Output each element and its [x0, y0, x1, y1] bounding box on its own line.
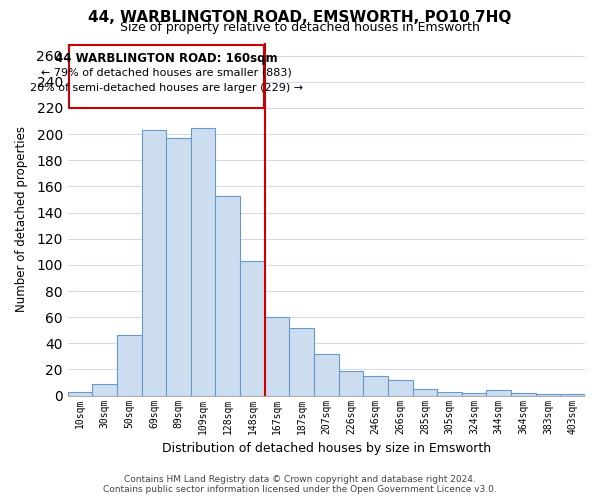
Bar	[68, 392, 92, 396]
Text: 44, WARBLINGTON ROAD, EMSWORTH, PO10 7HQ: 44, WARBLINGTON ROAD, EMSWORTH, PO10 7HQ	[88, 10, 512, 25]
Bar	[363, 376, 388, 396]
Bar	[560, 394, 585, 396]
Bar	[265, 317, 289, 396]
Bar	[191, 128, 215, 396]
Text: Size of property relative to detached houses in Emsworth: Size of property relative to detached ho…	[120, 21, 480, 34]
Bar	[142, 130, 166, 396]
Bar	[289, 328, 314, 396]
Bar	[166, 138, 191, 396]
Bar	[413, 389, 437, 396]
Bar	[314, 354, 338, 396]
Bar	[240, 261, 265, 396]
Bar	[69, 45, 263, 108]
X-axis label: Distribution of detached houses by size in Emsworth: Distribution of detached houses by size …	[162, 442, 491, 455]
Bar	[92, 384, 117, 396]
Bar	[338, 371, 363, 396]
Bar	[511, 393, 536, 396]
Text: Contains HM Land Registry data © Crown copyright and database right 2024.
Contai: Contains HM Land Registry data © Crown c…	[103, 474, 497, 494]
Text: 20% of semi-detached houses are larger (229) →: 20% of semi-detached houses are larger (…	[29, 83, 303, 93]
Bar	[462, 393, 487, 396]
Bar	[215, 196, 240, 396]
Bar	[536, 394, 560, 396]
Text: ← 79% of detached houses are smaller (883): ← 79% of detached houses are smaller (88…	[41, 68, 292, 78]
Text: 44 WARBLINGTON ROAD: 160sqm: 44 WARBLINGTON ROAD: 160sqm	[55, 52, 278, 64]
Bar	[117, 336, 142, 396]
Bar	[487, 390, 511, 396]
Bar	[437, 392, 462, 396]
Y-axis label: Number of detached properties: Number of detached properties	[15, 126, 28, 312]
Bar	[388, 380, 413, 396]
